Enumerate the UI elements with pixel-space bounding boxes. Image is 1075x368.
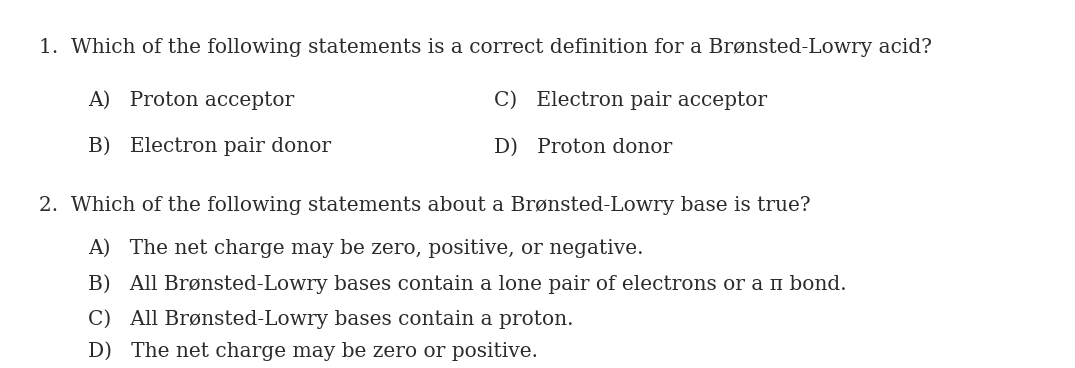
Text: 1.  Which of the following statements is a correct definition for a Brønsted-Low: 1. Which of the following statements is … xyxy=(39,38,932,57)
Text: C)   All Brønsted-Lowry bases contain a proton.: C) All Brønsted-Lowry bases contain a pr… xyxy=(88,310,574,329)
Text: C)   Electron pair acceptor: C) Electron pair acceptor xyxy=(494,91,768,110)
Text: D)   Proton donor: D) Proton donor xyxy=(494,137,673,156)
Text: A)   The net charge may be zero, positive, or negative.: A) The net charge may be zero, positive,… xyxy=(88,238,644,258)
Text: 2.  Which of the following statements about a Brønsted-Lowry base is true?: 2. Which of the following statements abo… xyxy=(39,196,811,215)
Text: B)   All Brønsted-Lowry bases contain a lone pair of electrons or a π bond.: B) All Brønsted-Lowry bases contain a lo… xyxy=(88,275,847,294)
Text: A)   Proton acceptor: A) Proton acceptor xyxy=(88,91,295,110)
Text: D)   The net charge may be zero or positive.: D) The net charge may be zero or positiv… xyxy=(88,342,539,361)
Text: B)   Electron pair donor: B) Electron pair donor xyxy=(88,137,331,156)
